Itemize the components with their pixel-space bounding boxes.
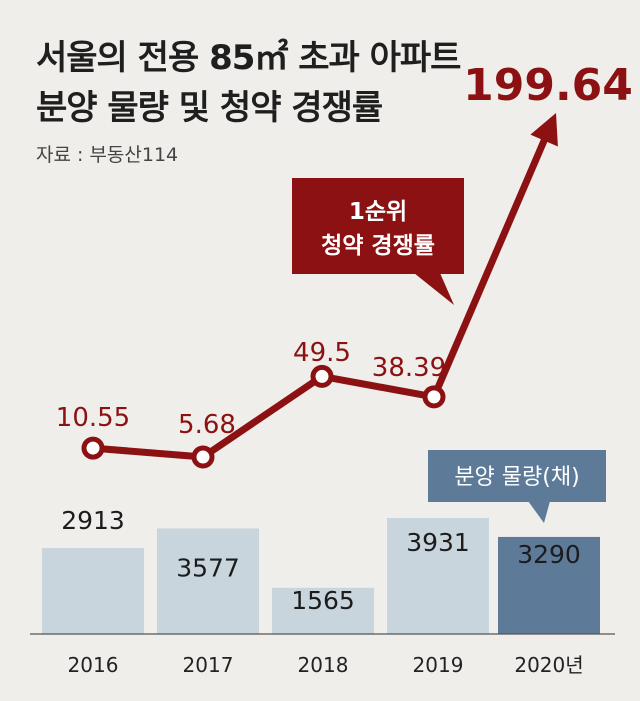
rate-callout-pointer (414, 273, 454, 305)
rate-callout-label-line1: 1순위 (349, 199, 407, 225)
rate-value-labels: 10.55 5.68 49.5 38.39 199.64 (56, 60, 633, 440)
bar-series (42, 518, 600, 634)
rate-callout: 1순위 청약 경쟁률 (292, 178, 464, 305)
rate-label-2: 49.5 (293, 338, 351, 368)
rate-point-1 (191, 445, 215, 469)
x-tick-4: 2020년 (514, 653, 583, 677)
rate-point-3 (422, 385, 446, 409)
x-tick-0: 2016 (68, 653, 119, 677)
bar-label-2: 1565 (291, 586, 355, 615)
supply-callout-label: 분양 물량(채) (454, 465, 579, 490)
x-tick-2: 2018 (298, 653, 349, 677)
chart-title-line1: 서울의 전용 85㎡ 초과 아파트 (36, 38, 461, 78)
rate-point-2 (310, 364, 334, 388)
source-note: 자료 : 부동산114 (36, 144, 179, 166)
x-tick-3: 2019 (413, 653, 464, 677)
bar-label-4: 3290 (517, 540, 581, 569)
bar-label-0: 2913 (61, 506, 125, 535)
rate-label-0: 10.55 (56, 403, 130, 433)
rate-callout-box (292, 178, 464, 274)
bar-2 (272, 587, 374, 634)
supply-callout-pointer (528, 501, 550, 523)
bar-value-labels: 2913 3577 1565 3931 3290 (61, 506, 581, 615)
bar-0 (42, 548, 144, 634)
bar-1 (157, 528, 259, 634)
rate-callout-label-line2: 청약 경쟁률 (321, 233, 435, 259)
rate-label-4: 199.64 (463, 60, 633, 111)
rate-label-3: 38.39 (372, 353, 446, 383)
x-axis-ticks: 2016 2017 2018 2019 2020년 (68, 653, 584, 677)
bar-4 (498, 536, 600, 634)
bar-label-3: 3931 (406, 528, 470, 557)
rate-arrow-head (530, 113, 558, 147)
bar-label-1: 3577 (176, 553, 240, 582)
bar-3 (387, 518, 489, 634)
supply-callout-box (428, 450, 606, 502)
rate-points (81, 364, 446, 469)
rate-label-1: 5.68 (178, 410, 236, 440)
supply-callout: 분양 물량(채) (428, 450, 606, 523)
x-tick-1: 2017 (183, 653, 234, 677)
rate-point-0 (81, 436, 105, 460)
chart-title-line2: 분양 물량 및 청약 경쟁률 (36, 88, 383, 128)
